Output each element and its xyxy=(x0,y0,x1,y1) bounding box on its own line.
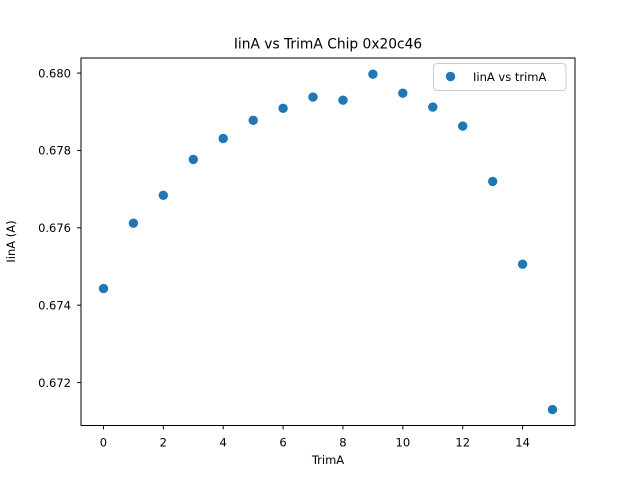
x-tick-label: 0 xyxy=(100,436,107,450)
data-point xyxy=(488,176,498,187)
y-tick-label: 0.678 xyxy=(38,144,71,158)
data-point xyxy=(517,259,528,269)
y-tick-label: 0.676 xyxy=(38,221,71,235)
data-point xyxy=(308,92,318,102)
data-point xyxy=(248,115,258,126)
legend-marker-icon xyxy=(445,71,456,82)
data-point xyxy=(278,103,288,114)
data-point xyxy=(98,283,109,294)
legend-box xyxy=(433,63,567,91)
data-point xyxy=(128,218,139,228)
x-tick-label: 4 xyxy=(220,436,227,450)
data-point xyxy=(458,121,468,131)
y-axis-label: IinA (A) xyxy=(4,220,18,262)
x-tick-label: 2 xyxy=(160,436,167,450)
y-tick-label: 0.672 xyxy=(38,376,71,390)
x-tick-label: 12 xyxy=(455,436,470,450)
x-tick-label: 14 xyxy=(515,436,530,450)
x-tick-label: 8 xyxy=(339,436,346,450)
data-point xyxy=(338,95,348,105)
data-point xyxy=(428,102,438,112)
chart-title: IinA vs TrimA Chip 0x20c46 xyxy=(234,37,422,53)
legend-label: IinA vs trimA xyxy=(473,70,546,84)
data-point xyxy=(218,133,228,144)
y-tick-label: 0.680 xyxy=(38,66,71,80)
x-tick-label: 10 xyxy=(396,436,411,450)
x-axis-label: TrimA xyxy=(311,453,344,467)
plot-border xyxy=(80,57,576,426)
data-point xyxy=(158,190,168,200)
data-point xyxy=(368,69,378,79)
plot-area: 0 2 4 6 8 10 12 14 0.672 0.674 0.676 0.678 0.680 xyxy=(38,57,576,450)
legend: IinA vs trimA xyxy=(433,63,567,91)
y-tick-label: 0.674 xyxy=(38,298,71,312)
x-tick-label: 6 xyxy=(279,436,286,450)
data-point xyxy=(188,154,198,165)
data-point xyxy=(398,88,408,98)
data-point xyxy=(547,404,558,415)
